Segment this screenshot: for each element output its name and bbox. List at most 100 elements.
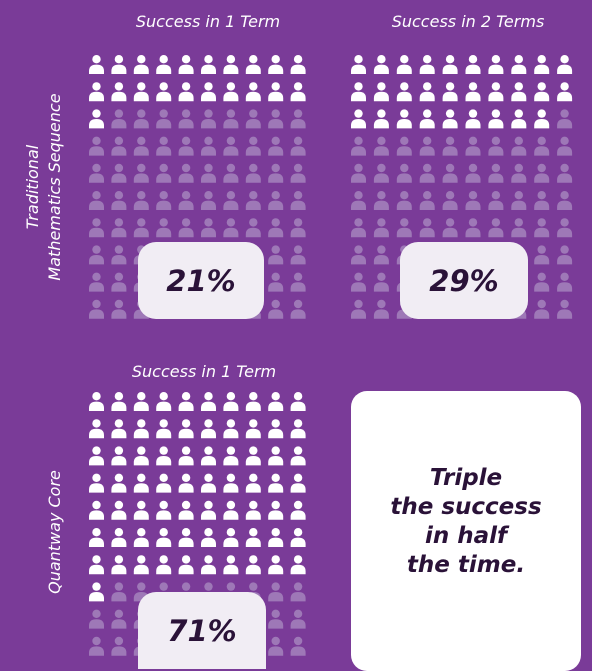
person-icon (465, 82, 481, 102)
person-icon (396, 163, 412, 183)
person-icon (245, 473, 261, 493)
person-icon (201, 528, 216, 547)
person-icon (351, 218, 366, 238)
person-icon (268, 163, 284, 183)
person-icon (290, 245, 306, 265)
person-icon (111, 109, 127, 129)
person-icon (245, 528, 261, 547)
person-icon (290, 272, 306, 292)
person-icon (156, 163, 172, 183)
person-icon (111, 218, 127, 238)
person-icon (465, 55, 481, 74)
person-icon (290, 609, 306, 629)
panel-2-heading: Success in 2 Terms (391, 12, 545, 31)
person-icon (201, 163, 216, 183)
row-label-quantway-text: Quantway Core (45, 470, 64, 594)
person-icon (89, 473, 104, 493)
person-icon (178, 191, 194, 210)
person-icon (290, 218, 306, 238)
person-icon (245, 419, 261, 439)
panel-3-heading: Success in 1 Term (131, 362, 277, 381)
person-icon (111, 446, 127, 466)
person-icon (201, 55, 216, 74)
person-icon (268, 446, 284, 466)
person-icon (488, 109, 504, 129)
person-icon (201, 419, 216, 439)
person-icon (156, 136, 172, 156)
person-icon (89, 500, 104, 520)
person-icon (201, 109, 216, 129)
callout-line-1: Triple (429, 465, 503, 491)
person-icon (133, 163, 149, 183)
person-icon (268, 473, 284, 493)
person-icon (442, 163, 458, 183)
person-icon (465, 163, 481, 183)
person-icon (290, 299, 306, 319)
person-icon (201, 136, 216, 156)
person-icon (419, 82, 435, 102)
callout-line-3: in half (424, 523, 508, 549)
panel-2-percent-box: 29% (400, 242, 528, 319)
person-icon (156, 473, 172, 493)
person-icon (133, 500, 149, 520)
person-icon (156, 109, 172, 129)
panel-3-percent: 71% (167, 613, 237, 648)
row-label-traditional: Traditional Mathematics Sequence (22, 93, 66, 280)
person-icon (178, 392, 194, 411)
person-icon (373, 299, 389, 319)
person-icon (156, 555, 172, 575)
person-icon (223, 82, 239, 102)
person-icon (488, 218, 504, 238)
person-icon (396, 55, 412, 74)
person-icon (351, 163, 366, 183)
person-icon (290, 555, 306, 575)
person-icon (465, 136, 481, 156)
person-icon (156, 218, 172, 238)
person-icon (488, 163, 504, 183)
person-icon (290, 582, 306, 602)
person-icon (89, 136, 104, 156)
person-icon (223, 446, 239, 466)
person-icon (133, 218, 149, 238)
person-icon (442, 136, 458, 156)
person-icon (557, 136, 573, 156)
person-icon (511, 218, 527, 238)
person-icon (245, 218, 261, 238)
person-icon (89, 109, 104, 129)
person-icon (178, 136, 194, 156)
callout-line-4: the time. (406, 552, 526, 578)
person-icon (373, 163, 389, 183)
person-icon (268, 82, 284, 102)
panel-1-percent: 21% (166, 263, 236, 298)
person-icon (133, 419, 149, 439)
person-icon (419, 191, 435, 210)
person-icon (111, 419, 127, 439)
person-icon (89, 392, 104, 411)
person-icon (111, 163, 127, 183)
person-icon (290, 109, 306, 129)
person-icon (268, 392, 284, 411)
person-icon (156, 55, 172, 74)
person-icon (245, 191, 261, 210)
person-icon (268, 191, 284, 210)
person-icon (223, 109, 239, 129)
person-icon (465, 218, 481, 238)
person-icon (557, 218, 573, 238)
person-icon (290, 528, 306, 547)
person-icon (268, 500, 284, 520)
person-icon (89, 272, 104, 292)
person-icon (245, 392, 261, 411)
person-icon (511, 109, 527, 129)
person-icon (290, 163, 306, 183)
person-icon (111, 582, 127, 602)
person-icon (290, 392, 306, 411)
person-icon (351, 109, 366, 129)
person-icon (534, 299, 550, 319)
person-icon (111, 191, 127, 210)
person-icon (156, 82, 172, 102)
person-icon (465, 109, 481, 129)
person-icon (201, 218, 216, 238)
panel-1-heading: Success in 1 Term (135, 12, 281, 31)
person-icon (89, 163, 104, 183)
person-icon (178, 500, 194, 520)
